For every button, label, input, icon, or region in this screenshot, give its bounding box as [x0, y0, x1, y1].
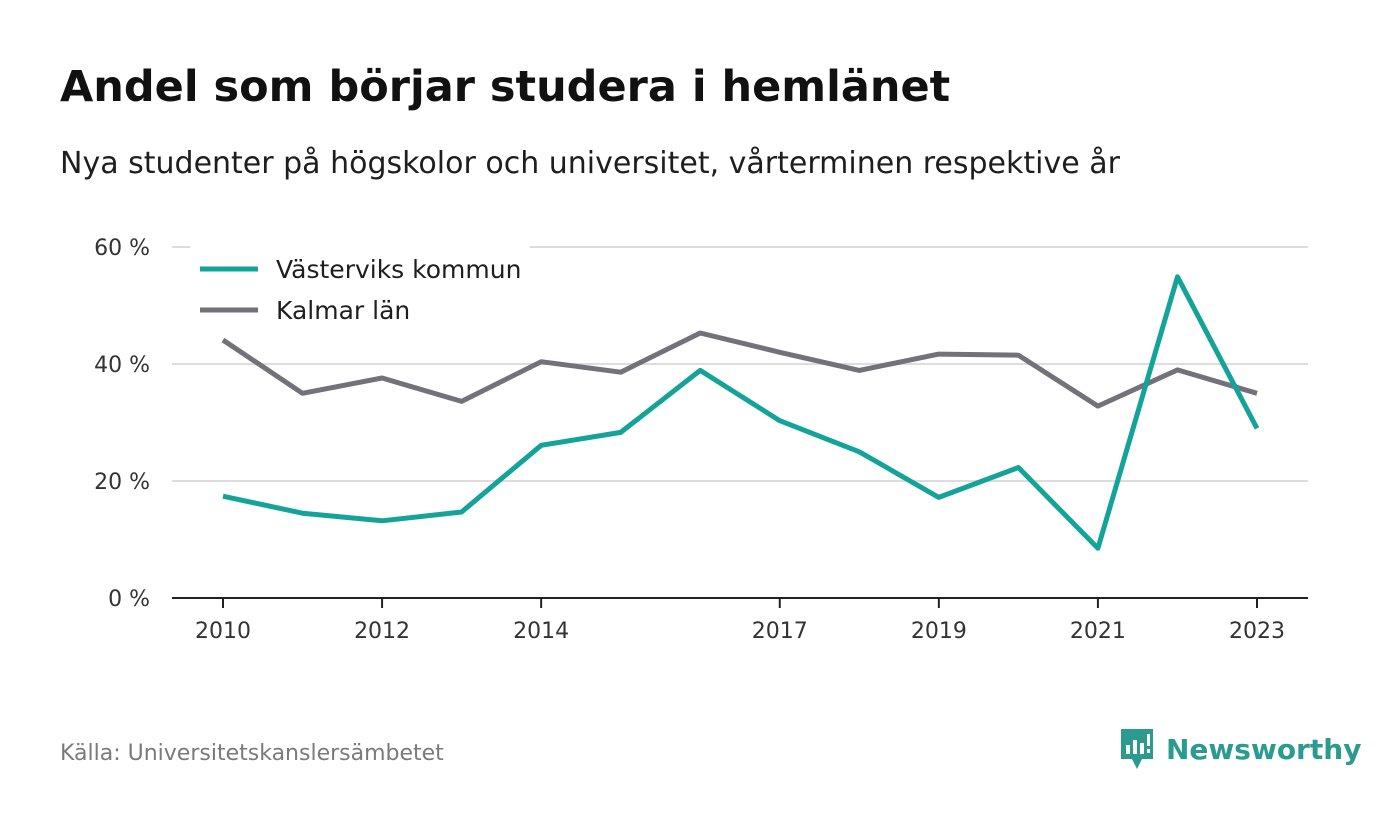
x-tick-label: 2010 [195, 619, 251, 644]
legend-label: Kalmar län [276, 296, 410, 325]
brand-name: Newsworthy [1166, 732, 1362, 766]
y-axis-ticks: 0 % 20 % 40 % 60 % [94, 236, 150, 612]
x-tick-label: 2017 [752, 619, 808, 644]
series-lines [221, 274, 1260, 551]
x-tick-label: 2012 [354, 619, 410, 644]
line-chart: 0 % 20 % 40 % 60 % Västerviks kommun Kalmar … [94, 236, 1308, 644]
legend-label: Västerviks kommun [276, 255, 521, 284]
series-line-vastervik [222, 274, 1260, 551]
y-tick-label: 20 % [94, 470, 150, 495]
y-tick-label: 60 % [94, 236, 150, 261]
legend-box [190, 244, 530, 334]
x-tick-label: 2014 [513, 619, 569, 644]
newsworthy-logo-icon [1121, 729, 1153, 769]
x-tick-label: 2021 [1070, 619, 1126, 644]
x-axis-ticks: 2010 2012 2014 2017 2019 2021 2023 [195, 598, 1285, 644]
x-tick-label: 2023 [1229, 619, 1285, 644]
source-note: Källa: Universitetskanslersämbetet [60, 741, 444, 766]
legend: Västerviks kommun Kalmar län [190, 244, 530, 334]
x-tick-label: 2019 [911, 619, 967, 644]
chart-subtitle: Nya studenter på högskolor och universit… [60, 146, 1120, 181]
brand-logo: Newsworthy [1118, 727, 1361, 771]
series-line-kalmar [221, 330, 1258, 409]
y-tick-label: 40 % [94, 353, 150, 378]
chart-title: Andel som börjar studera i hemlänet [60, 62, 951, 112]
y-tick-label: 0 % [108, 587, 150, 612]
